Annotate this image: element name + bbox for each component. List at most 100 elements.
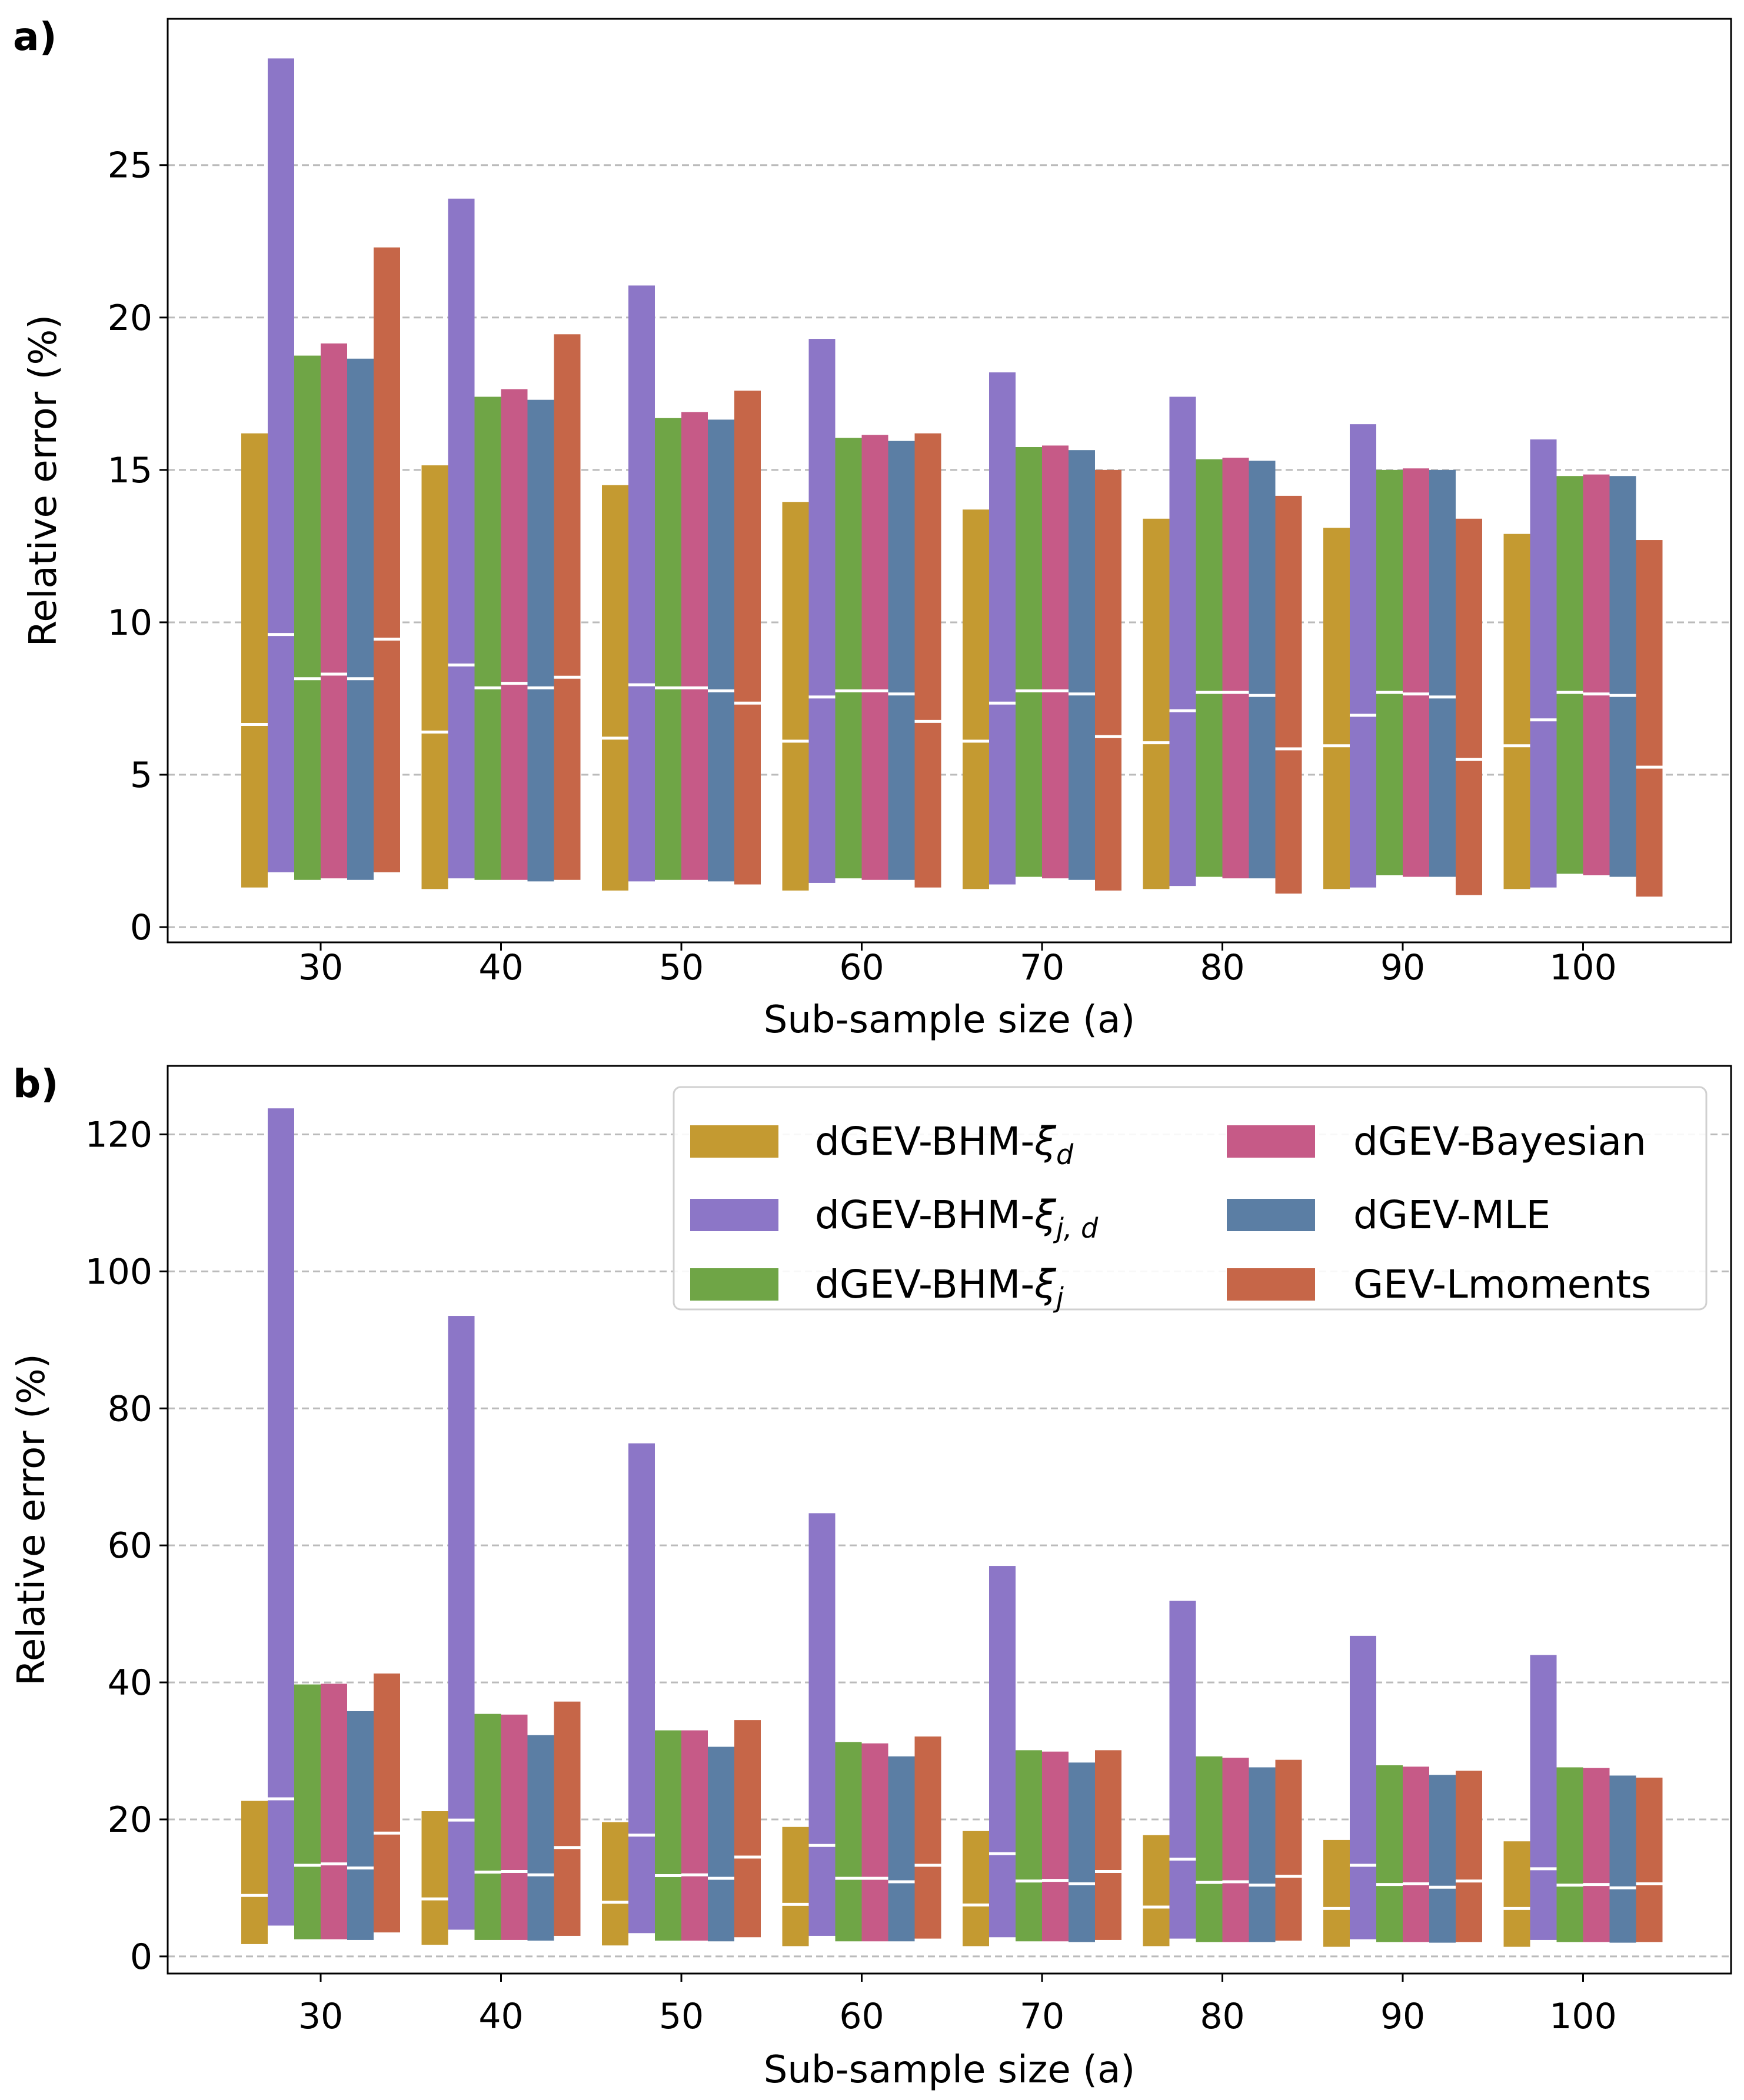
- bar: [421, 1811, 448, 1945]
- legend-swatch: [690, 1268, 778, 1301]
- legend-item: dGEV-BHM-ξd: [690, 1119, 1074, 1171]
- panel-a: 0 5 10 15 20 25 30 40 50 60 70 80 90 100 Sub-sample si…: [13, 14, 1732, 1042]
- bar: [1456, 1771, 1482, 1942]
- legend-swatch: [1227, 1125, 1315, 1158]
- bar-group-70: [963, 1566, 1121, 1946]
- bar: [1323, 528, 1350, 889]
- bar: [1456, 518, 1482, 895]
- bar: [708, 1746, 734, 1942]
- y-tick-label: 20: [108, 1799, 152, 1841]
- x-tick-label: 50: [659, 1996, 704, 2037]
- bar: [602, 1822, 628, 1946]
- y-tick-label: 5: [130, 755, 152, 796]
- bar-group-40: [421, 198, 581, 889]
- bar: [681, 412, 708, 880]
- x-axis-label: Sub-sample size (a): [764, 998, 1136, 1042]
- bar: [1169, 396, 1196, 886]
- legend-item: GEV-Lmoments: [1227, 1262, 1651, 1307]
- x-tick-label: 40: [478, 1996, 523, 2037]
- bar: [681, 1730, 708, 1941]
- bar: [1196, 1756, 1223, 1942]
- bar: [421, 465, 448, 889]
- bar-group-30: [241, 1108, 400, 1944]
- legend-label: dGEV-MLE: [1353, 1192, 1550, 1238]
- y-tick-label: 40: [108, 1662, 152, 1704]
- y-tick-label: 120: [85, 1114, 152, 1155]
- bar: [321, 343, 347, 879]
- bar: [1249, 1767, 1276, 1942]
- bar: [347, 358, 374, 880]
- bar: [1583, 1768, 1610, 1942]
- legend-swatch: [690, 1125, 778, 1158]
- bar: [241, 1801, 268, 1944]
- y-tick-label: 60: [108, 1525, 152, 1566]
- bar: [1350, 424, 1376, 888]
- legend-label: dGEV-BHM-ξj: [815, 1262, 1064, 1314]
- bar: [1350, 1635, 1376, 1939]
- y-tick-label: 100: [85, 1251, 152, 1292]
- bar: [1143, 1835, 1170, 1946]
- bar: [1016, 1750, 1042, 1942]
- y-tick-label: 25: [108, 145, 152, 186]
- bar-group-100: [1503, 1655, 1663, 1947]
- bar: [734, 1720, 761, 1938]
- bar: [268, 1108, 294, 1926]
- bar: [1069, 450, 1095, 880]
- bar: [655, 418, 681, 880]
- x-tick-label: 90: [1380, 947, 1425, 988]
- bar: [1583, 474, 1610, 876]
- bar: [782, 502, 809, 891]
- y-tick-label: 0: [130, 1936, 152, 1978]
- bar: [835, 1742, 862, 1942]
- bar-group-90: [1323, 424, 1482, 895]
- legend-label: dGEV-BHM-ξd: [815, 1119, 1074, 1171]
- bar: [1403, 468, 1429, 877]
- bar: [474, 396, 501, 880]
- x-tick-label: 100: [1549, 1996, 1617, 2037]
- legend-label: dGEV-Bayesian: [1353, 1119, 1646, 1164]
- bar: [628, 1443, 655, 1934]
- bar: [1222, 458, 1249, 879]
- bar-group-50: [602, 285, 761, 891]
- panel-label: b): [13, 1061, 58, 1106]
- legend-item: dGEV-Bayesian: [1227, 1119, 1646, 1164]
- x-tick-label: 80: [1200, 947, 1244, 988]
- bar: [1042, 445, 1069, 879]
- x-tick-label: 60: [839, 947, 884, 988]
- legend-item: dGEV-BHM-ξj: [690, 1262, 1064, 1314]
- y-tick-label: 10: [108, 602, 152, 644]
- bar-group-60: [782, 339, 941, 891]
- bar-group-50: [602, 1443, 761, 1946]
- bar: [1503, 534, 1530, 889]
- x-axis-label: Sub-sample size (a): [764, 2048, 1136, 2092]
- bar: [321, 1684, 347, 1939]
- bar: [554, 1701, 581, 1936]
- bar: [861, 435, 888, 880]
- bar-group-60: [782, 1513, 941, 1946]
- bar: [914, 433, 941, 888]
- bar: [1503, 1841, 1530, 1947]
- bar: [963, 509, 989, 889]
- panel-b: 0 20 40 60 80 100 120 30 40 50 60 70 80 90 100 Sub-samp…: [10, 1061, 1732, 2092]
- legend-swatch: [1227, 1268, 1315, 1301]
- legend-frame: [673, 1086, 1708, 1311]
- x-tick-label: 70: [1020, 947, 1064, 988]
- bar: [527, 399, 554, 882]
- x-tick-label: 70: [1020, 1996, 1064, 2037]
- bar: [527, 1735, 554, 1941]
- bar: [1275, 495, 1302, 894]
- bar: [1143, 518, 1170, 889]
- bar: [1609, 476, 1636, 877]
- bar: [708, 419, 734, 882]
- bar: [989, 372, 1016, 885]
- legend-label: dGEV-BHM-ξj, d: [815, 1192, 1099, 1244]
- axes-frame: [167, 18, 1732, 944]
- bar: [808, 1513, 836, 1936]
- bar: [1530, 1655, 1557, 1940]
- bar: [374, 247, 400, 872]
- bar-group-90: [1323, 1635, 1482, 1947]
- bar: [989, 1566, 1016, 1938]
- bar: [1042, 1751, 1069, 1942]
- y-tick-label: 20: [108, 298, 152, 339]
- bar-group-100: [1503, 439, 1663, 897]
